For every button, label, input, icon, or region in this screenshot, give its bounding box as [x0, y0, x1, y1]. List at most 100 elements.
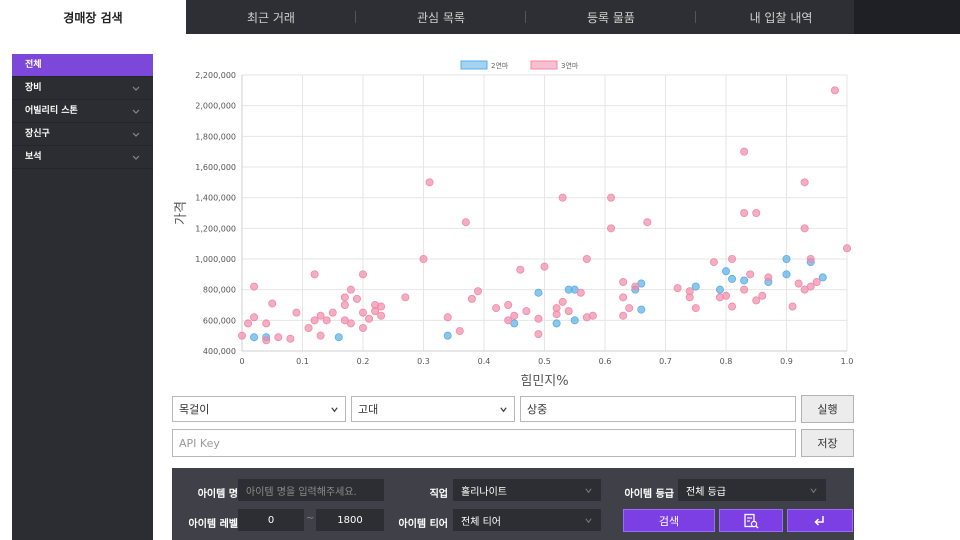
data-point [607, 224, 616, 233]
data-point [818, 273, 827, 282]
data-point [552, 319, 561, 328]
x-tick-label: 0.2 [357, 357, 370, 366]
tab-recent-trades[interactable]: 최근 거래 [186, 0, 356, 34]
data-point [262, 319, 271, 328]
sidebar-item-label: 보석 [25, 152, 42, 162]
y-tick-label: 1,000,000 [195, 255, 236, 264]
data-point [510, 311, 519, 320]
sidebar-item-label: 어빌리티 스톤 [25, 106, 78, 116]
data-point [401, 293, 410, 302]
data-point [504, 316, 513, 325]
item-grade-select-value: 전체 등급 [686, 486, 726, 498]
data-point [419, 254, 428, 263]
data-point [358, 308, 367, 317]
y-tick-label: 1,600,000 [195, 163, 236, 172]
data-point [552, 304, 561, 313]
sidebar-item-equipment[interactable]: 장비 [12, 77, 153, 100]
category-select[interactable]: 목걸이 [172, 396, 346, 422]
api-key-input[interactable]: API Key [172, 429, 796, 457]
data-point [722, 291, 731, 300]
data-point [377, 311, 386, 320]
data-point [691, 304, 700, 313]
data-point [691, 282, 700, 291]
data-point [806, 254, 815, 263]
data-point [709, 258, 718, 267]
sidebar-item-all[interactable]: 전체 [12, 54, 153, 77]
chevron-down-icon[interactable] [131, 129, 141, 139]
data-point [782, 270, 791, 279]
chevron-down-icon[interactable] [131, 83, 141, 93]
data-point [334, 333, 343, 342]
y-tick-label: 1,200,000 [195, 224, 236, 233]
chevron-down-icon[interactable] [131, 106, 141, 116]
run-button[interactable]: 실행 [801, 395, 854, 423]
item-grade-select[interactable]: 전체 등급 [678, 479, 826, 501]
return-arrow-icon [814, 515, 824, 526]
data-point [740, 208, 749, 217]
data-point [316, 311, 325, 320]
data-point [346, 319, 355, 328]
save-button[interactable]: 저장 [801, 429, 854, 457]
item-name-label: 아이템 명 [197, 489, 238, 500]
search-button[interactable]: 검색 [623, 509, 715, 532]
data-point [358, 270, 367, 279]
sidebar-item-label: 전체 [25, 60, 42, 70]
y-tick-label: 2,200,000 [195, 71, 236, 80]
data-point [250, 313, 259, 322]
data-point [250, 333, 259, 342]
tab-auction-search[interactable]: 경매장 검색 [0, 0, 186, 34]
reset-button[interactable] [787, 509, 853, 532]
data-point [740, 285, 749, 294]
data-point [576, 288, 585, 297]
item-tier-select[interactable]: 전체 티어 [453, 509, 601, 531]
tab-bar: 경매장 검색 최근 거래 관심 목록 등록 물품 내 입찰 내역 [0, 0, 960, 34]
data-point [619, 311, 628, 320]
data-point [250, 282, 259, 291]
data-point [443, 331, 452, 340]
data-point [812, 277, 821, 286]
data-point [286, 334, 295, 343]
item-name-placeholder: 아이템 명을 입력해주세요. [246, 486, 357, 498]
x-tick-label: 1.0 [841, 357, 854, 366]
level-max-value: 1800 [337, 514, 363, 526]
data-point [443, 313, 452, 322]
sidebar-item-ability-stone[interactable]: 어빌리티 스톤 [12, 100, 153, 123]
tab-listed-items[interactable]: 등록 물품 [526, 0, 696, 34]
data-point [752, 208, 761, 217]
x-axis-label: 힘민지% [520, 374, 568, 389]
data-point [534, 330, 543, 339]
y-tick-label: 800,000 [203, 286, 236, 295]
item-grade-label: 아이템 등급 [624, 489, 674, 500]
data-point [316, 331, 325, 340]
grade-select-value: 고대 [358, 403, 379, 416]
data-point [728, 254, 737, 263]
y-tick-label: 2,000,000 [195, 102, 236, 111]
data-point [564, 307, 573, 316]
data-point [558, 297, 567, 306]
effect-input[interactable]: 상중 [520, 396, 796, 422]
level-min-input[interactable]: 0 [238, 509, 304, 531]
data-point [764, 273, 773, 282]
data-point [425, 178, 434, 187]
data-point [310, 316, 319, 325]
effect-input-value: 상중 [527, 403, 548, 416]
data-point [455, 327, 464, 336]
item-name-input[interactable]: 아이템 명을 입력해주세요. [238, 479, 384, 501]
sidebar-item-accessories[interactable]: 장신구 [12, 123, 153, 146]
chart-svg: 400,000 600,000 800,000 1,000,000 1,200,000 1… [174, 60, 854, 389]
legend-swatch [530, 60, 558, 70]
level-max-input[interactable]: 1800 [316, 509, 384, 531]
search-detail-button[interactable] [719, 509, 783, 532]
tab-my-bids[interactable]: 내 입찰 내역 [749, 10, 813, 25]
chevron-down-icon[interactable] [131, 152, 141, 162]
chevron-down-icon [585, 488, 592, 494]
header-corner [854, 0, 960, 34]
data-point [352, 294, 361, 303]
job-select[interactable]: 홀리나이트 [453, 479, 601, 501]
tab-watchlist[interactable]: 관심 목록 [356, 0, 526, 34]
x-tick-label: 0.5 [538, 357, 551, 366]
sidebar-item-gems[interactable]: 보석 [12, 146, 153, 169]
grade-select[interactable]: 고대 [351, 396, 515, 422]
data-point [461, 218, 470, 227]
data-point [238, 331, 247, 340]
